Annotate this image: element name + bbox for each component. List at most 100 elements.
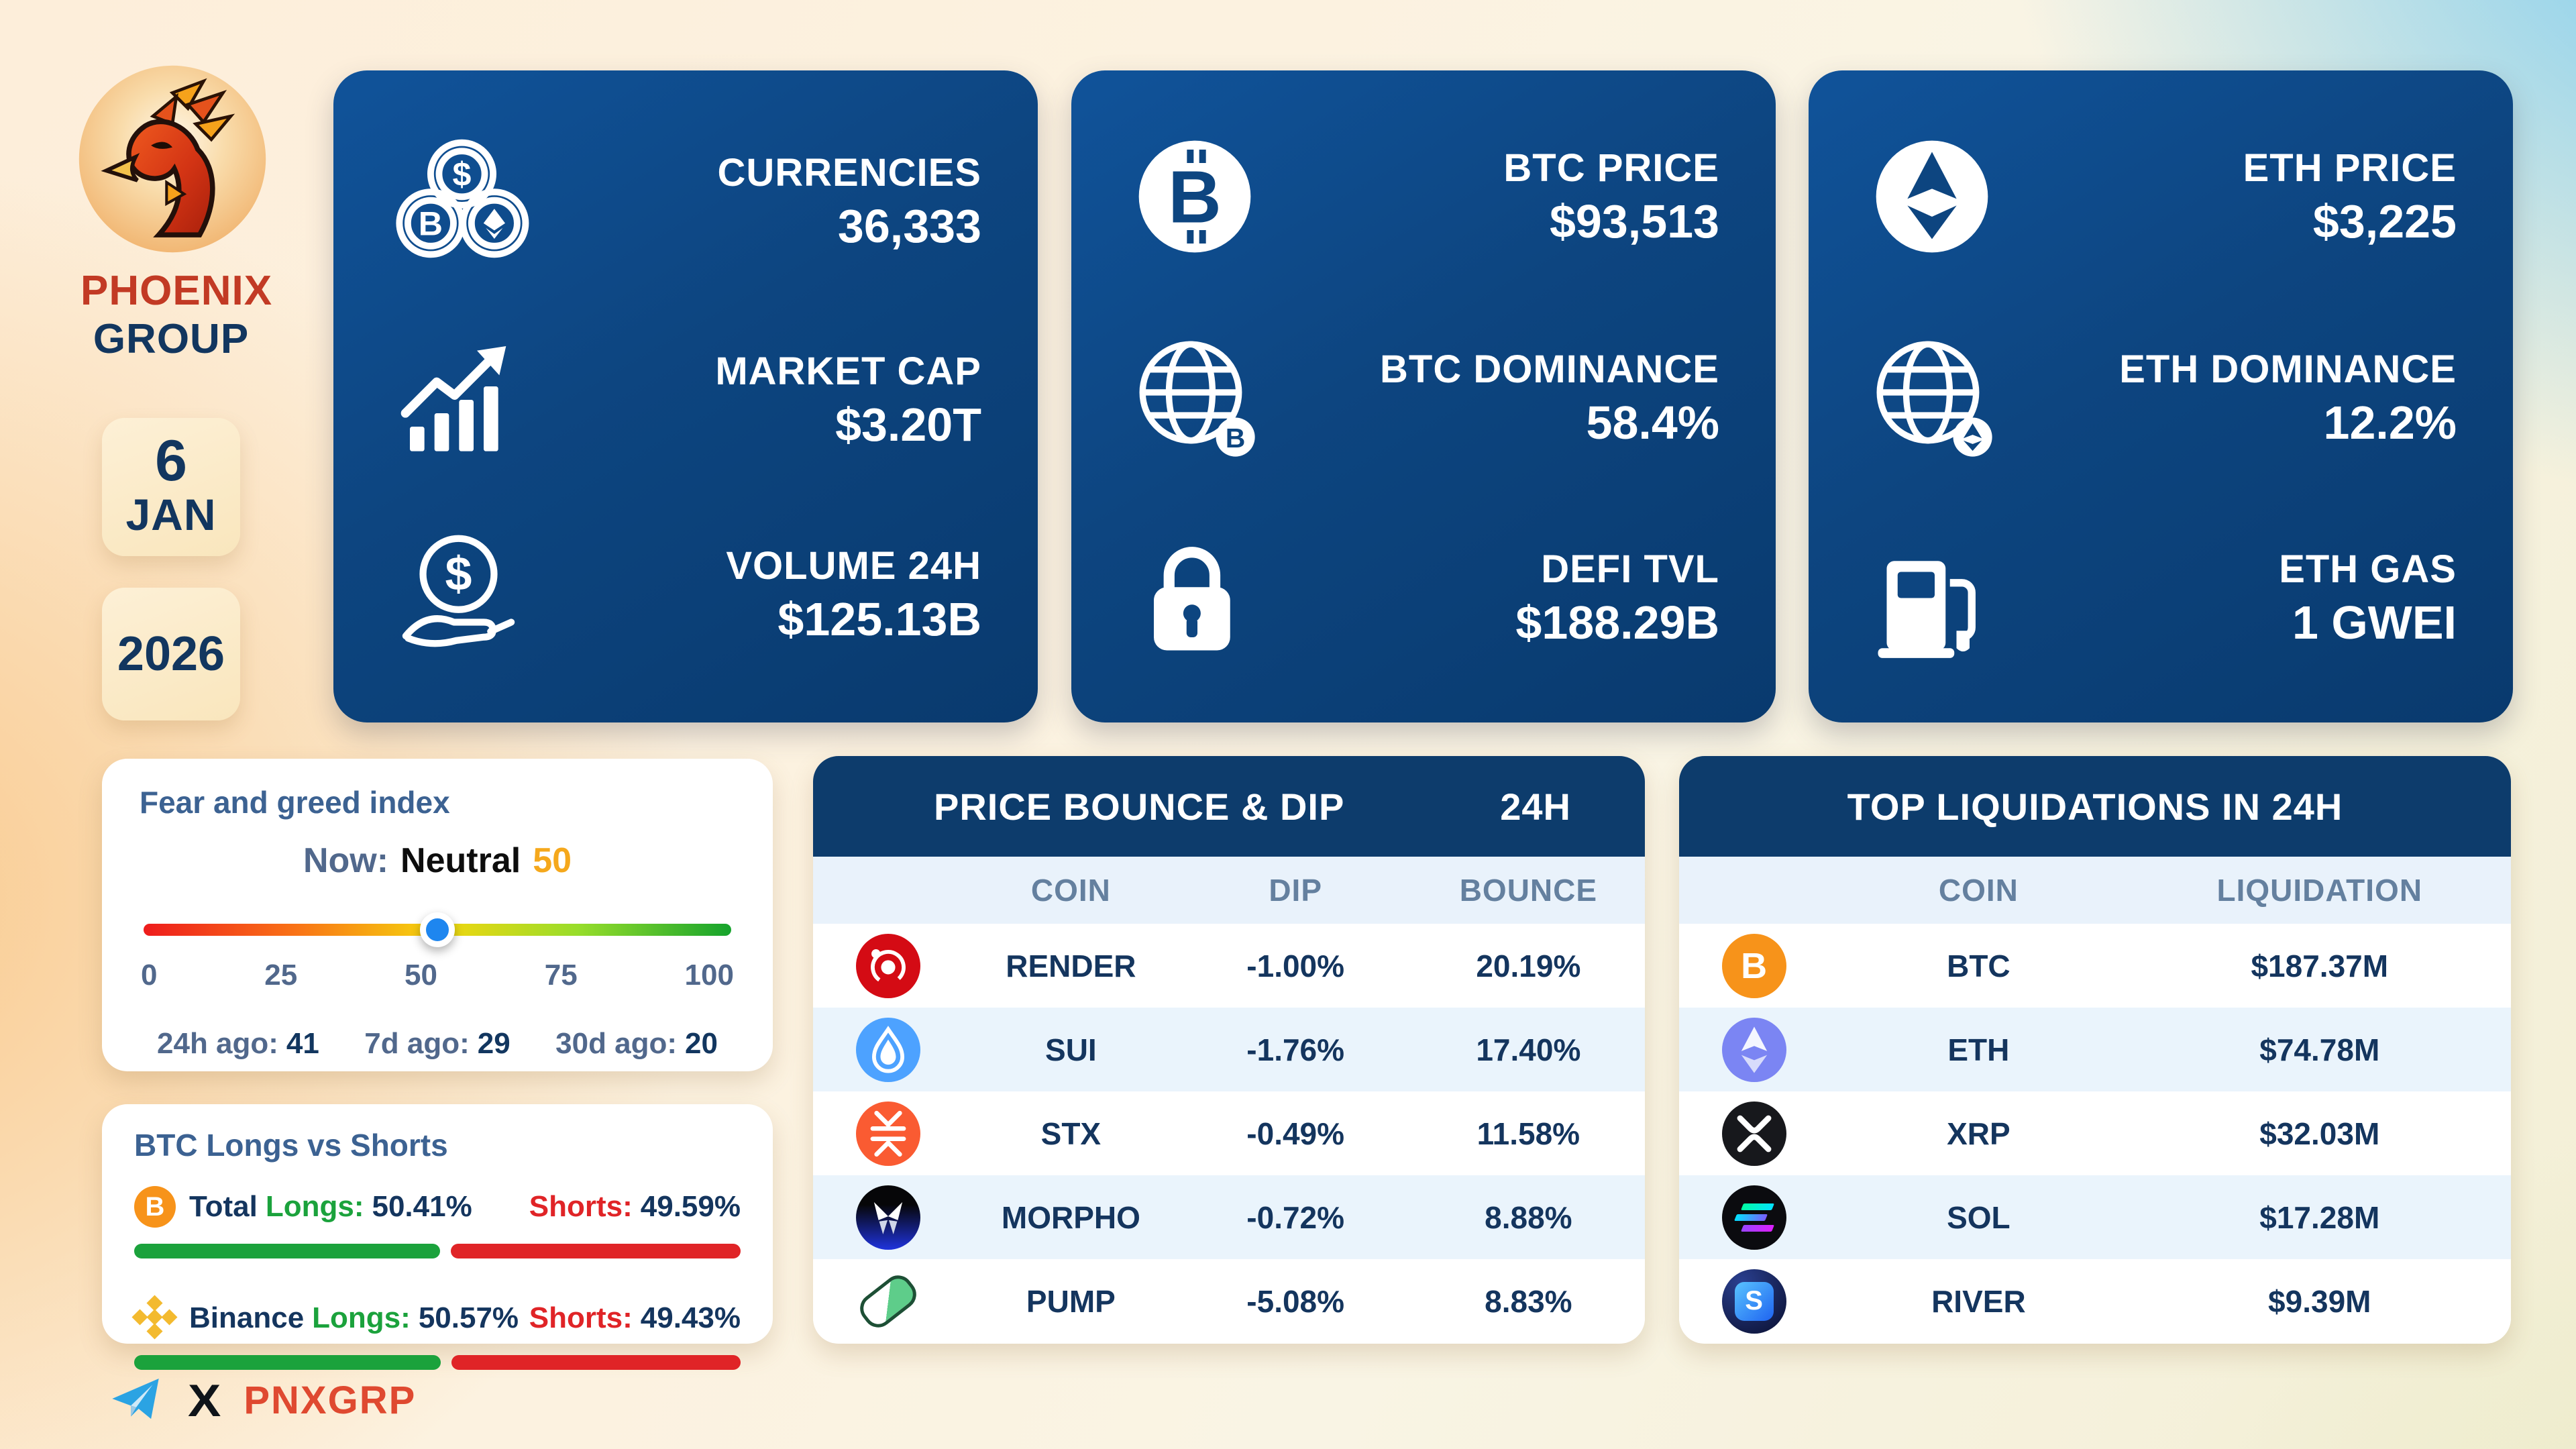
now-value: 50 [533, 841, 572, 880]
longs-shorts-panel: BTC Longs vs Shorts B Total Longs: 50.41… [102, 1104, 773, 1370]
gas-pump-icon [1865, 533, 2033, 663]
stat-row-market-cap: MARKET CAP $3.20T [390, 333, 981, 467]
longs-value: 50.41% [372, 1190, 472, 1223]
solana-icon [1721, 1185, 1786, 1250]
col-coin: COIN [1938, 873, 2019, 908]
fear-greed-now: Now: Neutral 50 [140, 841, 735, 881]
col-liquidation: LIQUIDATION [2216, 873, 2423, 908]
eth-price-label: ETH PRICE [2243, 146, 2457, 190]
bitcoin-circle-icon: B [1128, 129, 1295, 264]
table-row-pump: PUMP -5.08% 8.83% [813, 1259, 1645, 1343]
stat-row-eth-dominance: ETH DOMINANCE 12.2% [1865, 329, 2457, 467]
tick-50: 50 [405, 959, 437, 991]
fear-greed-title: Fear and greed index [140, 785, 450, 820]
total-longs-row: B Total Longs: 50.41% Shorts: 49.59% [134, 1186, 741, 1228]
coin-name: XRP [1947, 1116, 2010, 1151]
bounce-value: 8.83% [1485, 1283, 1572, 1319]
coin-name: RENDER [1006, 948, 1136, 983]
tick-0: 0 [141, 959, 158, 991]
col-coin: COIN [1030, 873, 1111, 908]
coin-name: SUI [1045, 1032, 1097, 1067]
history-7d: 7d ago: 29 [364, 1027, 511, 1060]
table-row-sui: SUI -1.76% 17.40% [813, 1008, 1645, 1091]
eth-stats-card: ETH PRICE $3,225 ETH DOMINANCE 12.2% [1809, 70, 2513, 722]
dip-value: -0.49% [1246, 1116, 1345, 1151]
stat-row-btc-price: B BTC PRICE $93,513 [1128, 129, 1719, 264]
btc-dominance-label: BTC DOMINANCE [1380, 347, 1719, 391]
liquidation-value: $17.28M [2259, 1199, 2380, 1235]
phoenix-logo [75, 62, 270, 256]
btc-dominance-value: 58.4% [1586, 396, 1719, 449]
globe-ethereum-icon [1865, 329, 2033, 467]
binance-longs-bar [134, 1355, 741, 1370]
x-twitter-icon[interactable]: X [188, 1374, 221, 1426]
stat-row-eth-gas: ETH GAS 1 GWEI [1865, 533, 2457, 663]
fear-greed-panel: Fear and greed index Now: Neutral 50 0 2… [102, 759, 773, 1071]
date-card-year: 2026 [102, 588, 240, 720]
xrp-icon [1721, 1101, 1786, 1166]
liquidation-value: $32.03M [2259, 1116, 2380, 1151]
coin-name: PUMP [1026, 1283, 1116, 1319]
social-handle[interactable]: PNXGRP [244, 1379, 417, 1422]
stat-row-eth-price: ETH PRICE $3,225 [1865, 129, 2457, 264]
eth-gas-value: 1 GWEI [2292, 596, 2457, 649]
stacks-icon [855, 1101, 920, 1166]
stat-row-currencies: $ B CURRENCIES 36,333 [390, 129, 981, 274]
shorts-value: 49.59% [640, 1190, 741, 1223]
footer-social: X PNXGRP [106, 1374, 416, 1427]
dip-value: -1.00% [1246, 948, 1345, 983]
river-icon: S [1721, 1269, 1786, 1334]
volume-hand-coin-icon: $ [390, 526, 557, 663]
col-bounce: BOUNCE [1459, 873, 1598, 908]
history-30d: 30d ago: 20 [555, 1027, 718, 1060]
currencies-label: CURRENCIES [717, 151, 981, 195]
tick-75: 75 [544, 959, 578, 991]
longs-bar-segment [134, 1244, 440, 1258]
shorts-value: 49.43% [640, 1301, 741, 1334]
total-longs-bar [134, 1244, 741, 1258]
fear-greed-knob[interactable] [420, 912, 455, 947]
bounce-dip-period: 24H [1500, 785, 1571, 828]
bounce-dip-columns: COIN DIP BOUNCE [813, 857, 1645, 924]
bitcoin-icon: B [1721, 933, 1786, 998]
date-day: 6 [155, 429, 187, 494]
bounce-value: 11.58% [1477, 1116, 1580, 1151]
market-cap-value: $3.20T [835, 398, 981, 451]
coin-name: ETH [1947, 1032, 2010, 1067]
svg-text:$: $ [453, 156, 472, 193]
date-month: JAN [125, 489, 217, 539]
currencies-value: 36,333 [837, 200, 981, 252]
coin-name: RIVER [1931, 1283, 2026, 1319]
table-row-render: RENDER -1.00% 20.19% [813, 924, 1645, 1008]
brand-name-phoenix: PHOENIX [80, 268, 273, 314]
eth-gas-label: ETH GAS [2279, 547, 2457, 591]
tick-25: 25 [264, 959, 298, 991]
dip-value: -1.76% [1246, 1032, 1345, 1067]
longs-bar-segment [134, 1355, 441, 1370]
exchange-name: Binance [189, 1301, 305, 1334]
dip-value: -5.08% [1246, 1283, 1345, 1319]
market-cap-label: MARKET CAP [715, 349, 981, 393]
longs-label: Longs: [265, 1190, 364, 1223]
longs-shorts-title: BTC Longs vs Shorts [134, 1128, 448, 1163]
liquidation-value: $74.78M [2259, 1032, 2380, 1067]
volume-label: VOLUME 24H [726, 544, 981, 588]
exchange-name: Total [189, 1190, 258, 1223]
market-stats-card: $ B CURRENCIES 36,333 [333, 70, 1038, 722]
stat-row-btc-dominance: B BTC DOMINANCE 58.4% [1128, 329, 1719, 467]
bitcoin-icon: B [134, 1186, 176, 1228]
liquidation-value: $187.37M [2251, 948, 2389, 983]
longs-label: Longs: [312, 1301, 411, 1334]
ethereum-circle-icon [1865, 129, 2033, 264]
stat-row-volume: $ VOLUME 24H $125.13B [390, 526, 981, 663]
btc-price-label: BTC PRICE [1503, 146, 1719, 190]
telegram-icon[interactable] [106, 1374, 165, 1427]
defi-lock-icon [1128, 533, 1295, 663]
now-label: Now: [303, 841, 389, 880]
btc-price-value: $93,513 [1549, 195, 1719, 248]
svg-text:B: B [419, 205, 443, 243]
table-row-morpho: MORPHO -0.72% 8.88% [813, 1175, 1645, 1259]
brand-name-group: GROUP [93, 316, 250, 362]
liquidations-header: TOP LIQUIDATIONS IN 24H [1679, 756, 2511, 857]
